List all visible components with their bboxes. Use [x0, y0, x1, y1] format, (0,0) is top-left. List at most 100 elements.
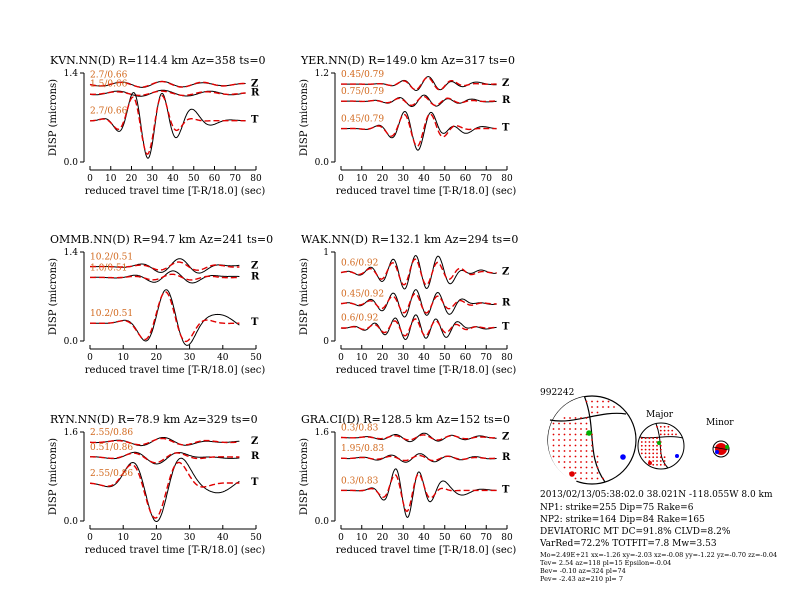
tension-dot: [569, 428, 571, 430]
x-tick-label: 60: [460, 353, 472, 363]
trace-R: 0.75/0.79 R: [341, 87, 511, 108]
trace-Z: 0.6/0.92 Z: [340, 255, 509, 290]
tension-dot: [574, 439, 577, 441]
tension-dot: [596, 406, 599, 408]
tension-dot: [569, 433, 571, 436]
tension-dot: [640, 452, 643, 455]
tension-dot: [585, 422, 588, 425]
tension-dot: [667, 429, 670, 432]
tension-dot: [591, 439, 593, 441]
tension-dot: [644, 452, 647, 455]
tension-dot: [574, 417, 577, 419]
tension-dot: [659, 425, 662, 428]
tension-dot: [596, 455, 599, 458]
tension-dot: [607, 400, 610, 403]
tension-dot: [652, 444, 655, 447]
x-tick-label: 50: [439, 174, 451, 184]
x-tick-label: 50: [439, 353, 451, 363]
panel-title: RYN.NN(D) R=78.9 km Az=329 ts=0: [50, 413, 258, 426]
fit-annotation: 0.3/0.83: [341, 476, 379, 486]
trace-Z: 2.55/0.86 Z: [90, 428, 258, 447]
panel-title: OMMB.NN(D) R=94.7 km Az=241 ts=0: [50, 233, 273, 246]
synthetic-waveform: [90, 437, 240, 446]
mech-line-2: NP1: strike=255 Dip=75 Rake=6: [540, 503, 694, 513]
y-tick-label: 0.0: [315, 517, 330, 527]
component-label: Z: [251, 261, 258, 272]
tension-dot: [558, 428, 560, 430]
tension-dot: [659, 444, 662, 447]
waveform-panel-1: KVN.NN(D) R=114.4 km Az=358 ts=0 0.0 1.4 DI…: [48, 54, 266, 197]
tension-dot: [663, 456, 666, 459]
tension-dot: [671, 429, 674, 432]
fit-annotation: 2.55/0.86: [90, 428, 133, 438]
observed-waveform: [341, 76, 497, 92]
mechanism-text: 2013/02/13/05:38:02.0 38.021N -118.055W …: [539, 490, 777, 583]
tension-dot: [569, 439, 571, 441]
tension-dot: [640, 444, 643, 447]
x-tick-label: 10: [356, 353, 368, 363]
synthetic-waveform: [341, 76, 497, 91]
tension-dot: [591, 411, 593, 414]
fit-annotation: 10.2/0.51: [90, 253, 133, 263]
mech-small-2: Tev= 2.54 az=118 pl=15 Epsilon=-0.04: [540, 559, 671, 567]
x-axis-label: reduced travel time [T-R/18.0] (sec): [336, 365, 517, 376]
y-tick-label: 0.0: [315, 158, 330, 168]
x-axis-label: reduced travel time [T-R/18.0] (sec): [85, 365, 266, 376]
tension-dot: [659, 448, 662, 451]
x-tick-label: 40: [418, 533, 430, 543]
tension-dot: [563, 428, 566, 430]
tension-dot: [580, 428, 582, 430]
component-label: T: [251, 115, 259, 126]
observed-waveform: [341, 468, 497, 518]
tension-dot: [585, 455, 588, 458]
tension-dot: [574, 455, 577, 458]
tension-dot: [656, 437, 658, 440]
waveform-panel-2: YER.NN(D) R=149.0 km Az=317 ts=0 0.0 1.2 DI…: [299, 54, 516, 197]
y-axis-label: DISP (microns): [48, 438, 59, 515]
tension-dot: [659, 452, 662, 455]
waveform-panel-4: WAK.NN(D) R=132.1 km Az=294 ts=0 0 1 DISP (…: [299, 233, 518, 376]
fit-annotation: 0.75/0.79: [341, 87, 384, 97]
synthetic-waveform: [90, 94, 246, 155]
tension-dot: [656, 463, 658, 466]
synthetic-waveform: [340, 258, 497, 286]
tension-dot: [663, 460, 666, 462]
tension-dot: [663, 429, 666, 432]
component-label: Z: [502, 78, 509, 89]
x-tick-label: 10: [356, 174, 368, 184]
fit-annotation: 2.7/0.66: [90, 70, 128, 80]
tension-dot: [659, 463, 662, 466]
y-tick-label: 1: [323, 248, 329, 258]
tension-dot: [613, 406, 615, 408]
tension-dot: [640, 441, 643, 443]
tension-dot: [574, 450, 577, 452]
tension-dot: [659, 460, 662, 462]
mech-small-1: Mo=2.49E+21 xx=-1.26 xy=-2.03 xz=-0.08 y…: [540, 551, 777, 559]
x-tick-label: 70: [481, 174, 493, 184]
tension-dot: [552, 433, 555, 436]
tension-dot: [574, 466, 577, 469]
tension-dot: [671, 433, 674, 436]
trace-T: 0.6/0.92 T: [340, 314, 510, 341]
x-tick-label: 30: [398, 174, 410, 184]
observed-waveform: [341, 110, 497, 151]
fit-annotation: 0.6/0.92: [341, 258, 378, 268]
component-label: R: [502, 95, 511, 106]
component-label: Z: [251, 436, 258, 447]
fit-annotation: 1.95/0.83: [341, 444, 384, 454]
x-tick-label: 60: [460, 174, 472, 184]
tension-dot: [574, 477, 577, 480]
major-label: Major: [646, 410, 674, 420]
tension-dot: [580, 422, 582, 425]
trace-Z: 2.7/0.66 Z: [89, 70, 258, 89]
focal-mechanism: 992242 Major Minor: [539, 388, 777, 583]
beachball-major: [637, 422, 685, 470]
fit-annotation: 1.5/0.66: [90, 79, 128, 89]
tension-dot: [580, 439, 582, 441]
tension-dot: [652, 460, 655, 462]
fit-annotation: 1.0/0.51: [90, 263, 127, 273]
tension-dot: [591, 400, 593, 403]
panel-title: GRA.CI(D) R=128.5 km Az=152 ts=0: [301, 413, 510, 426]
tension-dot: [648, 456, 651, 459]
